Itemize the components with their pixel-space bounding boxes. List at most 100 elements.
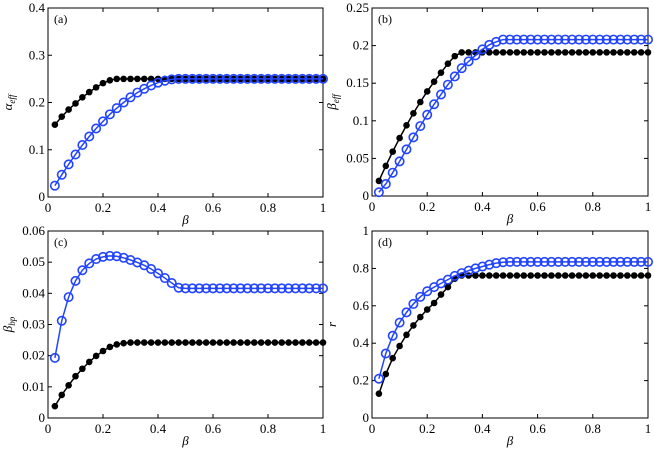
series-line bbox=[54, 341, 323, 407]
series-black-asterisk bbox=[375, 49, 652, 185]
data-point bbox=[423, 88, 431, 95]
x-tick-label: 0 bbox=[369, 199, 376, 214]
x-tick-label: 0.2 bbox=[95, 421, 111, 436]
data-point bbox=[235, 283, 246, 294]
data-point bbox=[458, 49, 466, 56]
x-tick-label: 1 bbox=[645, 199, 652, 214]
data-point bbox=[290, 73, 301, 84]
data-point bbox=[201, 73, 212, 84]
data-point bbox=[297, 73, 308, 84]
panel-label: (b) bbox=[378, 12, 392, 26]
data-point bbox=[470, 263, 481, 274]
data-point bbox=[451, 52, 459, 60]
y-tick-label: 0.8 bbox=[353, 260, 369, 275]
data-point bbox=[582, 272, 590, 279]
data-point bbox=[636, 256, 647, 267]
data-point bbox=[380, 178, 391, 189]
data-point bbox=[304, 283, 315, 294]
data-point bbox=[603, 272, 610, 279]
data-point bbox=[91, 254, 102, 265]
data-point bbox=[624, 49, 631, 56]
y-tick-label: 0 bbox=[39, 189, 46, 204]
data-point bbox=[237, 339, 244, 346]
y-tick-label: 0.2 bbox=[353, 38, 369, 53]
data-point bbox=[77, 140, 88, 151]
panel-label: (a) bbox=[54, 12, 67, 26]
data-point bbox=[159, 273, 170, 284]
data-point bbox=[113, 75, 121, 83]
x-tick-label: 0.4 bbox=[150, 421, 167, 436]
data-point bbox=[479, 272, 486, 279]
data-point bbox=[423, 306, 431, 313]
data-point bbox=[221, 73, 232, 84]
data-point bbox=[630, 49, 638, 56]
data-point bbox=[470, 50, 481, 61]
data-point bbox=[153, 77, 164, 88]
y-axis-label-main: β bbox=[324, 103, 339, 111]
data-point bbox=[587, 34, 598, 45]
data-point bbox=[140, 75, 148, 83]
data-point bbox=[610, 49, 617, 56]
data-point bbox=[317, 283, 328, 294]
y-tick-label: 0.05 bbox=[346, 150, 369, 165]
data-point bbox=[594, 256, 605, 267]
data-point bbox=[629, 256, 640, 267]
data-point bbox=[499, 272, 507, 279]
data-point bbox=[541, 49, 548, 56]
data-point bbox=[214, 283, 225, 294]
data-point bbox=[417, 98, 424, 106]
data-point bbox=[573, 34, 584, 45]
data-point bbox=[256, 283, 267, 294]
data-point bbox=[518, 34, 529, 45]
data-point bbox=[85, 358, 93, 366]
data-point bbox=[276, 283, 287, 294]
panel-label: (c) bbox=[54, 235, 67, 249]
data-point bbox=[79, 365, 86, 373]
data-point bbox=[166, 74, 177, 85]
x-tick-label: 0.2 bbox=[95, 200, 111, 215]
data-point bbox=[276, 73, 287, 84]
series-blue-circle bbox=[49, 250, 328, 363]
data-point bbox=[617, 49, 624, 56]
series-blue-circle bbox=[49, 73, 328, 191]
data-point bbox=[553, 34, 564, 45]
data-point bbox=[555, 272, 562, 279]
data-point bbox=[99, 347, 107, 355]
data-point bbox=[617, 272, 624, 279]
data-point bbox=[525, 34, 536, 45]
data-point bbox=[463, 56, 474, 67]
data-point bbox=[472, 272, 479, 279]
data-point bbox=[127, 339, 134, 346]
data-point bbox=[111, 103, 122, 114]
x-tick-label: 0.6 bbox=[205, 421, 222, 436]
data-point bbox=[146, 264, 157, 275]
data-point bbox=[403, 331, 410, 339]
data-point bbox=[486, 272, 493, 279]
data-point bbox=[113, 341, 121, 348]
y-axis-label: βeff bbox=[324, 93, 341, 111]
series-blue-circle bbox=[373, 256, 653, 384]
data-point bbox=[285, 339, 292, 346]
data-point bbox=[511, 256, 522, 267]
data-point bbox=[492, 49, 500, 56]
data-point bbox=[91, 123, 102, 134]
data-point bbox=[120, 75, 127, 83]
data-point bbox=[527, 49, 534, 56]
data-point bbox=[396, 342, 403, 350]
data-point bbox=[548, 272, 555, 279]
data-point bbox=[465, 49, 472, 56]
x-axis-label: β bbox=[506, 433, 514, 448]
data-point bbox=[304, 73, 315, 84]
data-point bbox=[532, 34, 543, 45]
y-tick-label: 0.2 bbox=[29, 95, 45, 110]
y-tick-label: 0.3 bbox=[29, 47, 45, 62]
data-point bbox=[373, 187, 384, 198]
data-point bbox=[525, 256, 536, 267]
data-point bbox=[491, 258, 502, 269]
x-tick-label: 0.4 bbox=[474, 421, 491, 436]
data-point bbox=[608, 256, 619, 267]
x-tick-label: 0.8 bbox=[260, 421, 276, 436]
data-point bbox=[98, 116, 109, 127]
data-point bbox=[180, 73, 191, 84]
y-tick-label: 0.2 bbox=[353, 373, 369, 388]
